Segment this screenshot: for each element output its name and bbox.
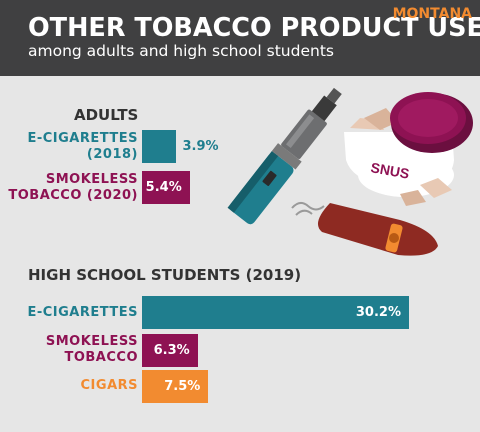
- hs-smokeless-value: 6.3%: [153, 343, 190, 358]
- hs-cigars-bar: [142, 370, 209, 403]
- page-subtitle: among adults and high school students: [28, 42, 334, 60]
- cigar-icon: [291, 202, 438, 256]
- hs-cigars-value: 7.5%: [164, 379, 201, 394]
- adults-smokeless-value: 5.4%: [145, 180, 182, 195]
- snus-label: SNUS: [369, 159, 410, 182]
- hs-smokeless-bar: [142, 334, 198, 367]
- hs-ecig-value: 30.2%: [355, 305, 401, 320]
- adults-ecig-value: 3.9%: [182, 139, 219, 154]
- hs-smokeless-label: SMOKELESS TOBACCO: [45, 334, 138, 365]
- header-banner: OTHER TOBACCO PRODUCT USE among adults a…: [0, 0, 480, 76]
- adults-ecig-bar: [142, 130, 177, 163]
- hs-cigars-label: CIGARS: [80, 378, 138, 393]
- hs-ecig-label: E-CIGARETTES: [27, 305, 138, 320]
- page-title: OTHER TOBACCO PRODUCT USE: [28, 13, 480, 43]
- high-school-section-title: HIGH SCHOOL STUDENTS (2019): [28, 266, 302, 284]
- hs-ecig-bar: [142, 296, 409, 329]
- adults-smokeless-bar: [142, 171, 190, 204]
- adults-section-title: ADULTS: [74, 106, 139, 124]
- snus-tin-icon: SNUS: [344, 92, 473, 206]
- adults-ecig-label: E-CIGARETTES (2018): [27, 131, 138, 162]
- state-label: MONTANA: [392, 6, 472, 22]
- e-cigarette-icon: [227, 87, 342, 225]
- adults-smokeless-label: SMOKELESS TOBACCO (2020): [8, 172, 138, 203]
